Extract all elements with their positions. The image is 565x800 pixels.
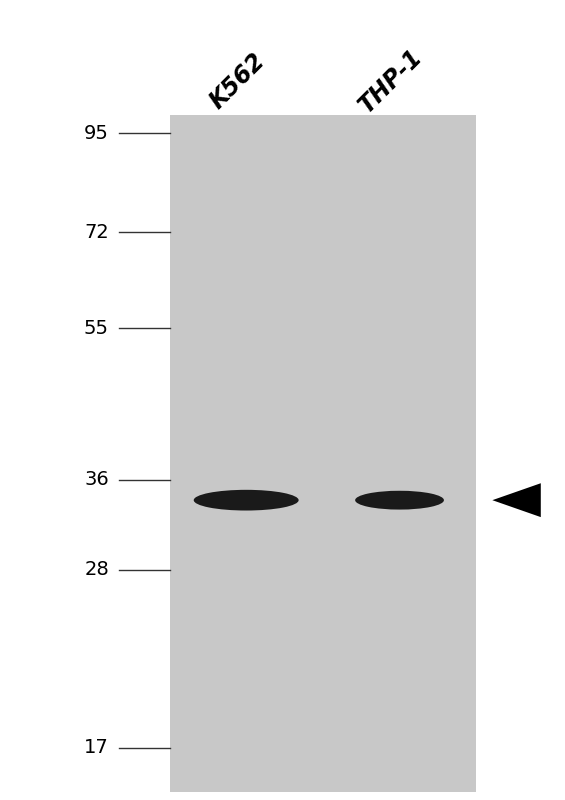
Bar [323, 115, 476, 793]
Text: 55: 55 [84, 319, 109, 338]
Ellipse shape [194, 490, 299, 510]
Text: 28: 28 [84, 560, 109, 579]
Text: 36: 36 [84, 470, 109, 490]
Text: 17: 17 [84, 738, 109, 758]
Text: 72: 72 [84, 222, 109, 242]
Polygon shape [492, 483, 541, 517]
Ellipse shape [355, 490, 444, 510]
Text: THP-1: THP-1 [355, 45, 428, 118]
Text: K562: K562 [205, 49, 270, 114]
Text: 95: 95 [84, 124, 109, 142]
Bar [170, 115, 323, 793]
